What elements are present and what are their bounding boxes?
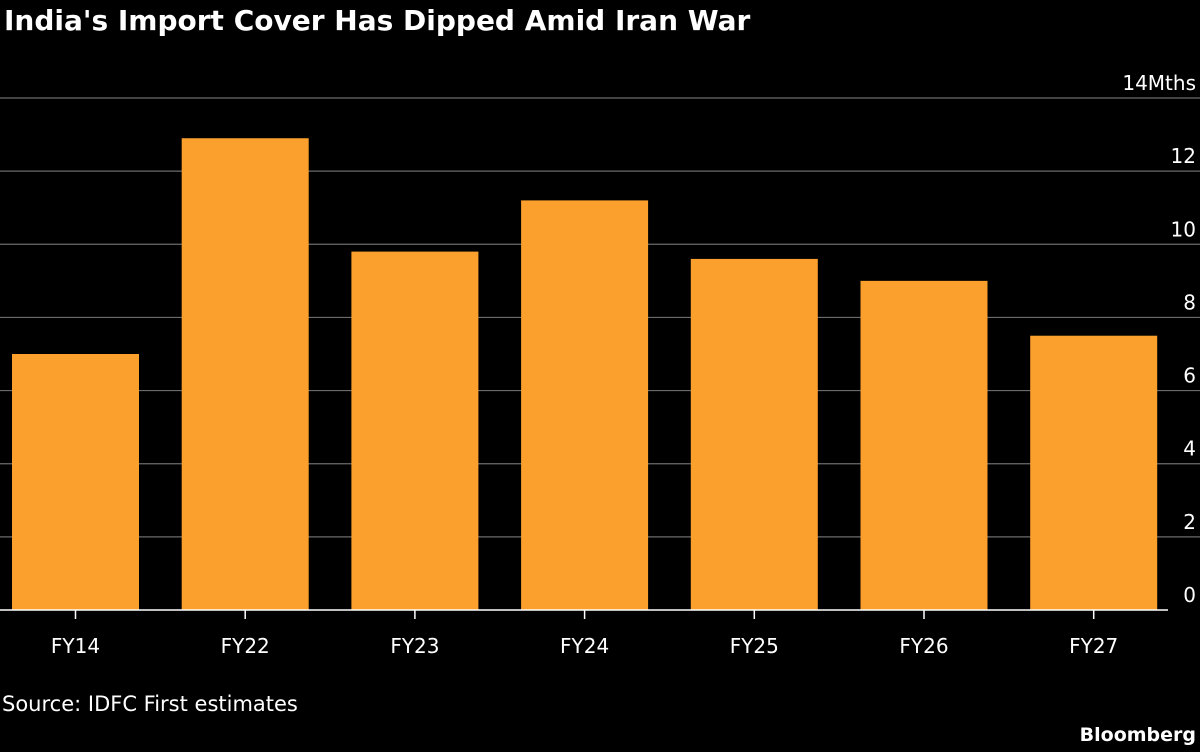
x-tick-label: FY25 <box>730 634 779 658</box>
bar-fy25 <box>690 258 818 610</box>
x-axis-labels: FY14 FY22 FY23 FY24 FY25 FY26 FY27 <box>51 634 1118 658</box>
x-tick-label: FY22 <box>221 634 270 658</box>
bar-fy26 <box>860 280 988 610</box>
bar-fy23 <box>351 251 479 610</box>
y-axis-labels: 0 2 4 6 8 10 12 14Mths <box>1122 71 1196 607</box>
x-tick-label: FY24 <box>560 634 609 658</box>
bar-fy27 <box>1030 335 1158 610</box>
x-tick-label: FY14 <box>51 634 100 658</box>
y-tick-label: 6 <box>1183 364 1196 388</box>
y-tick-label: 8 <box>1183 290 1196 314</box>
x-tick-label: FY26 <box>899 634 948 658</box>
y-tick-label: 4 <box>1183 437 1196 461</box>
y-tick-label: 10 <box>1171 217 1196 241</box>
x-tick-label: FY27 <box>1069 634 1118 658</box>
x-axis-ticks <box>74 610 1095 619</box>
y-tick-label: 0 <box>1183 583 1196 607</box>
y-tick-label: 2 <box>1183 510 1196 534</box>
bar-fy22 <box>181 138 309 610</box>
x-tick-label: FY23 <box>390 634 439 658</box>
bloomberg-logo: Bloomberg <box>1079 724 1196 746</box>
source-note: Source: IDFC First estimates <box>2 692 298 716</box>
y-tick-label: 14Mths <box>1122 71 1196 95</box>
chart-title: India's Import Cover Has Dipped Amid Ira… <box>4 4 751 37</box>
bar-fy14 <box>12 354 139 610</box>
bar-fy24 <box>521 200 649 610</box>
bars <box>12 138 1158 610</box>
y-tick-label: 12 <box>1171 144 1196 168</box>
